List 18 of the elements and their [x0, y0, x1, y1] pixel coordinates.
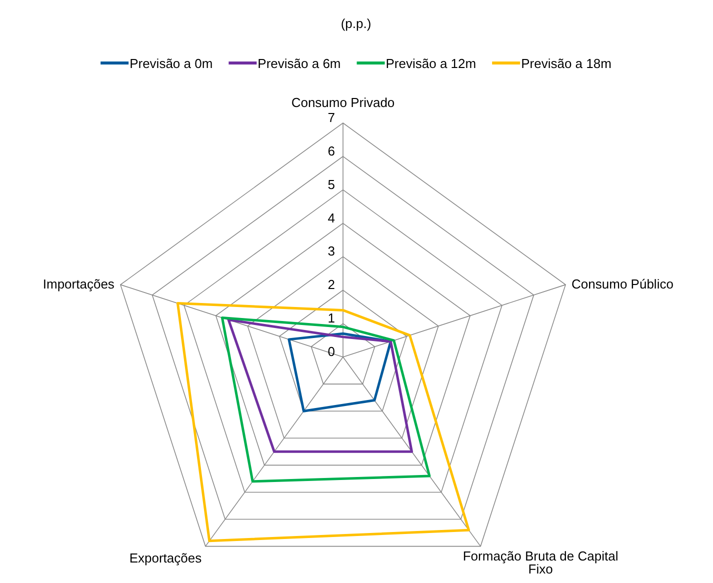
y-tick-label: 2 [328, 277, 335, 292]
spoke-label: Consumo Público [572, 276, 674, 292]
legend-label: Previsão a 12m [386, 56, 476, 71]
legend-label: Previsão a 18m [521, 56, 612, 71]
y-tick-label: 3 [328, 244, 335, 259]
y-tick-label: 7 [328, 110, 335, 125]
spoke-label: Formação Bruta de Capital Fixo [462, 548, 618, 576]
spoke-label: Exportações [129, 550, 202, 566]
spoke-label: Importações [42, 276, 115, 292]
legend-label: Previsão a 6m [258, 56, 341, 71]
y-tick-label: 1 [328, 310, 335, 326]
y-tick-label: 4 [328, 210, 335, 226]
chart-title: (p.p.) [340, 16, 372, 31]
y-tick-label: 6 [328, 143, 335, 158]
legend-label: Previsão a 0m [130, 56, 213, 71]
y-tick-label: 5 [328, 176, 335, 192]
spoke-label: Consumo Privado [291, 95, 395, 110]
y-tick-label: 0 [328, 344, 335, 359]
